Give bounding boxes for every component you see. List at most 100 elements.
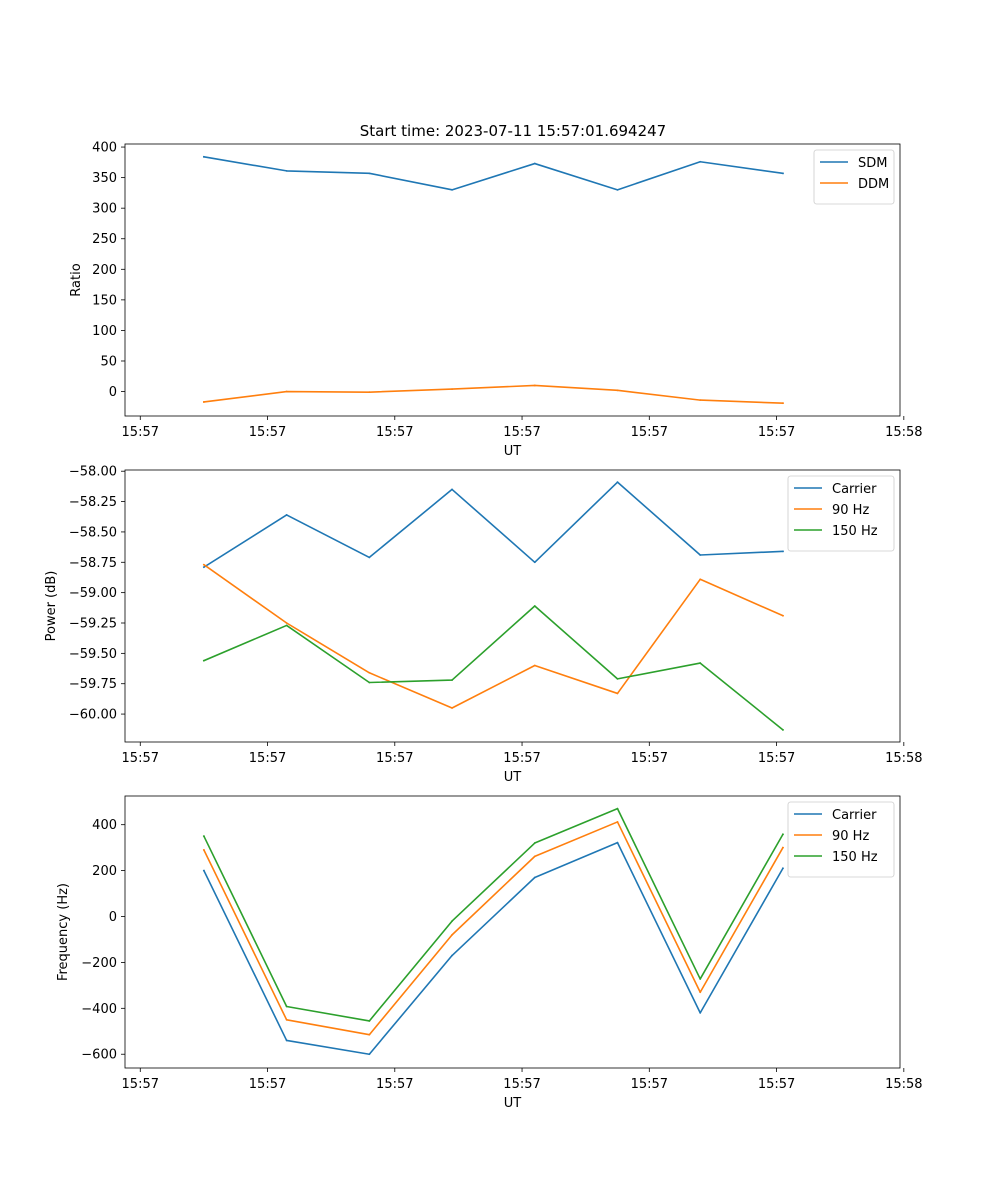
data-point [616, 389, 619, 392]
x-axis-label: UT [504, 444, 522, 459]
series-line-90-hz [202, 821, 785, 1036]
y-tick-label: 300 [92, 202, 117, 217]
legend: SDM DDM [813, 149, 895, 205]
x-tick-label: 15:57 [249, 751, 286, 766]
data-point [368, 391, 371, 394]
data-point [285, 169, 288, 172]
data-point [616, 692, 619, 695]
y-tick-label: −58.75 [69, 556, 117, 571]
data-point [451, 707, 453, 709]
data-point [451, 488, 453, 491]
data-point [285, 390, 288, 393]
x-tick-label: 15:57 [122, 1077, 159, 1092]
data-point [202, 155, 205, 158]
data-point [368, 681, 371, 684]
data-point [202, 849, 205, 851]
y-tick-label: 150 [92, 293, 117, 308]
data-point [616, 807, 619, 810]
series-line-ddm [203, 384, 784, 404]
axes-frame [124, 143, 901, 417]
data-point [451, 679, 453, 681]
data-point [616, 821, 619, 823]
y-tick-label: 250 [92, 232, 117, 247]
data-point [533, 664, 536, 667]
y-tick-label: −59.25 [69, 617, 117, 632]
y-tick-label: −400 [81, 1002, 117, 1017]
y-tick-label: −58.50 [69, 525, 117, 540]
x-tick-label: 15:57 [376, 425, 413, 440]
series-line-90-hz [202, 563, 784, 709]
x-tick-label: 15:57 [631, 1077, 668, 1092]
y-tick-label: −59.00 [69, 586, 117, 601]
x-tick-label: 15:57 [122, 425, 159, 440]
data-point [202, 563, 205, 566]
legend-label: Carrier [832, 482, 877, 497]
data-point [451, 188, 453, 191]
data-point [699, 160, 702, 163]
legend-label: SDM [858, 156, 887, 171]
data-point [368, 556, 371, 559]
y-tick-label: 200 [92, 263, 117, 278]
data-point [368, 172, 371, 175]
data-point [368, 1053, 371, 1056]
legend-label: 150 Hz [832, 524, 878, 539]
legend-label: DDM [858, 177, 889, 192]
y-tick-label: −58.25 [69, 495, 117, 510]
x-tick-label: 15:58 [885, 751, 922, 766]
y-axis-label: Power (dB) [44, 571, 59, 642]
data-point [782, 846, 784, 849]
x-tick-label: 15:58 [885, 425, 922, 440]
legend-box [787, 475, 895, 552]
data-point [699, 578, 702, 581]
data-point [285, 514, 288, 516]
data-point [285, 622, 288, 624]
x-tick-label: 15:57 [758, 751, 795, 766]
subplot-1: 15:57 15:57 15:57 15:57 15:57 15:57 15:58 0 50 10… [69, 141, 923, 459]
y-tick-label: 400 [92, 818, 117, 833]
legend-box [813, 149, 895, 205]
x-tick-label: 15:57 [758, 1077, 795, 1092]
data-point [285, 624, 288, 627]
y-tick-label: 100 [92, 324, 117, 339]
data-point [285, 1005, 288, 1008]
y-tick-label: −600 [81, 1048, 117, 1063]
data-point [782, 867, 784, 870]
x-axis-label: UT [504, 770, 522, 785]
data-point [533, 855, 536, 858]
x-tick-label: 15:57 [631, 751, 668, 766]
legend: Carrier 90 Hz 150 Hz [787, 801, 895, 878]
data-point [285, 1018, 288, 1021]
data-point [202, 835, 205, 838]
plots-container: 15:57 15:57 15:57 15:57 15:57 15:57 15:58 0 50 10… [44, 141, 923, 1111]
y-tick-label: 400 [92, 141, 117, 156]
data-point [616, 677, 619, 680]
data-point [533, 561, 536, 564]
subplot-3: 15:57 15:57 15:57 15:57 15:57 15:57 15:58 −600 −… [56, 795, 923, 1111]
y-tick-label: 350 [92, 171, 117, 186]
y-tick-label: −59.50 [69, 647, 117, 662]
data-point [616, 841, 619, 844]
data-point [285, 1039, 288, 1042]
x-tick-label: 15:58 [885, 1077, 922, 1092]
x-tick-label: 15:57 [376, 1077, 413, 1092]
legend-label: Carrier [832, 808, 877, 823]
series-line-150-hz [202, 605, 785, 731]
data-point [533, 605, 536, 607]
data-point [451, 388, 453, 391]
legend-label: 90 Hz [832, 503, 869, 518]
y-tick-label: 0 [109, 910, 117, 925]
series-line-150-hz [202, 807, 785, 1022]
data-point [533, 876, 536, 879]
data-point [699, 978, 702, 980]
axes-frame [124, 795, 901, 1069]
y-tick-label: 0 [109, 385, 117, 400]
series-line-sdm [202, 155, 784, 191]
x-tick-label: 15:57 [503, 751, 540, 766]
series-line-carrier [202, 841, 785, 1056]
x-axis-label: UT [504, 1096, 522, 1111]
legend-box [787, 801, 895, 878]
legend-label: 90 Hz [832, 829, 869, 844]
data-point [533, 162, 536, 165]
data-point [782, 728, 784, 731]
